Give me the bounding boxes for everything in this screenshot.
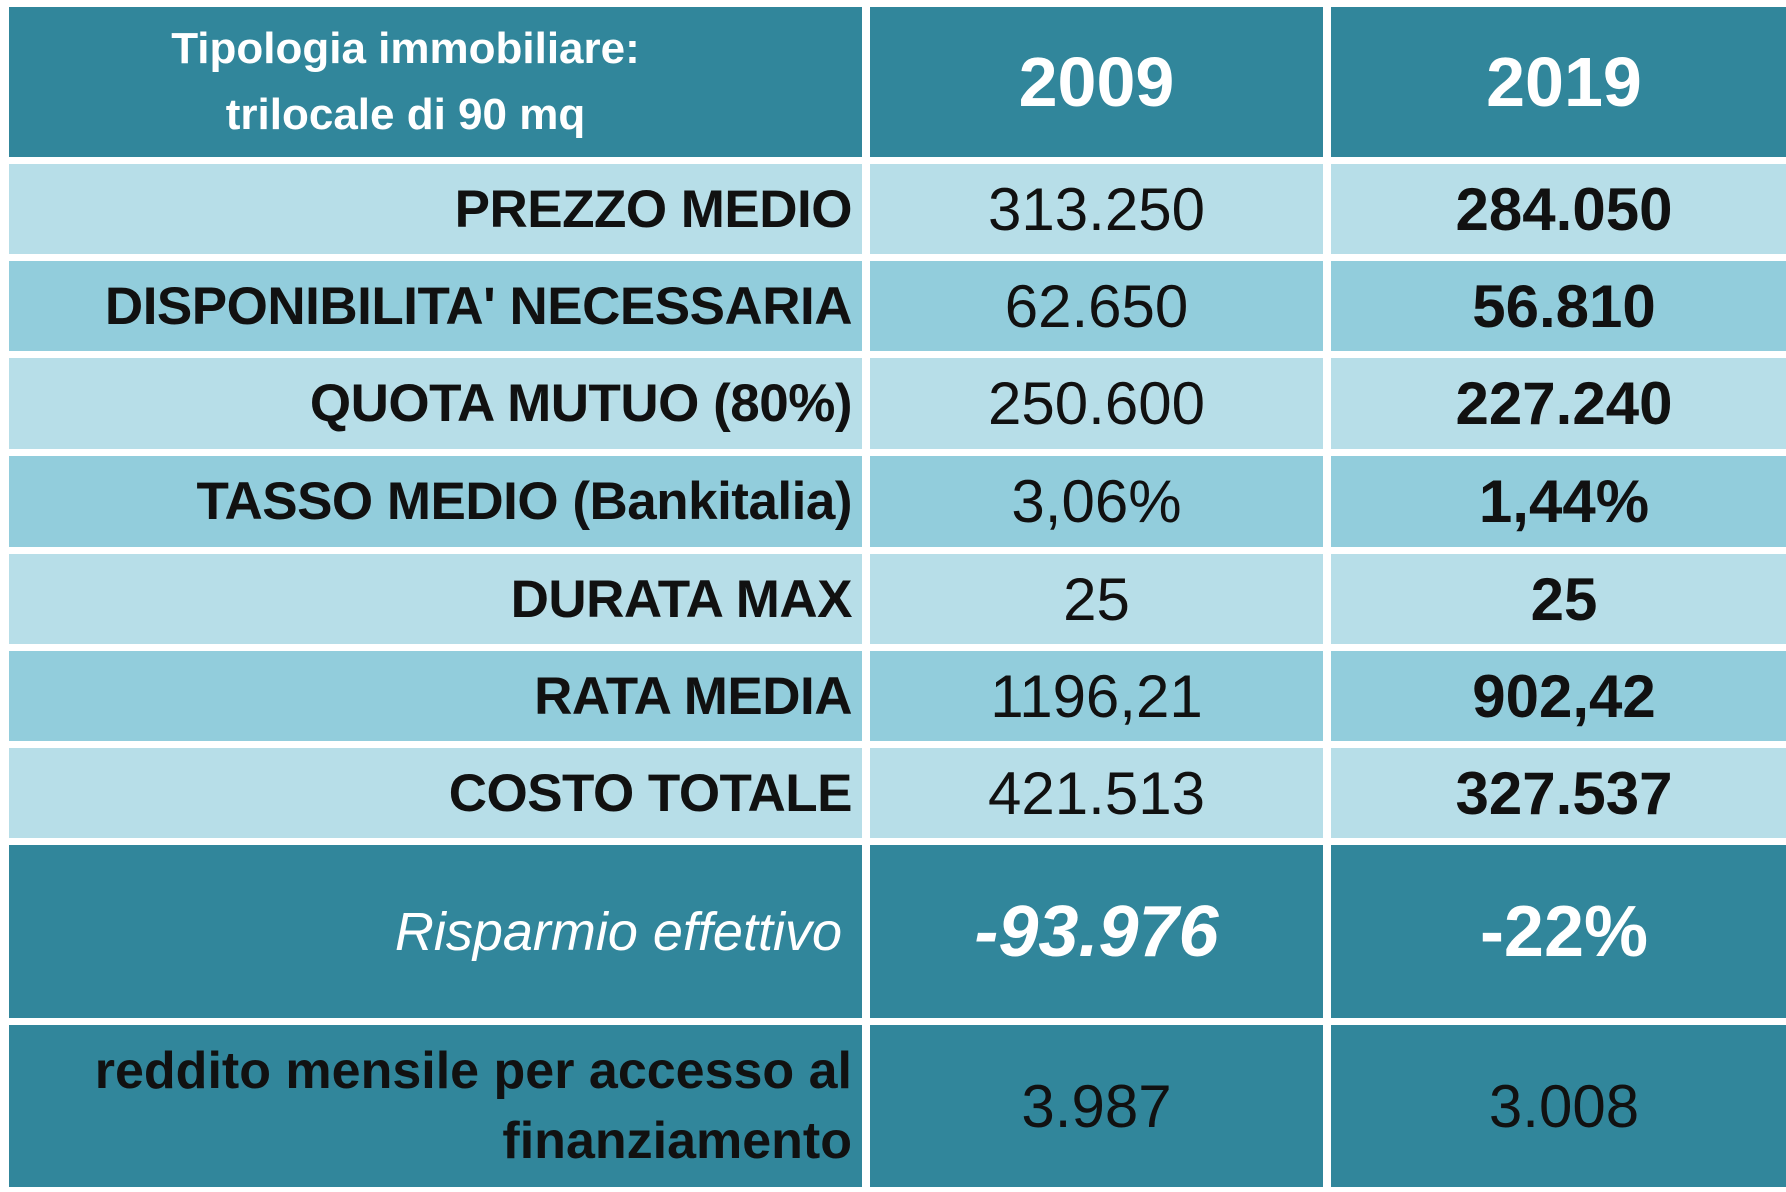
header-year-2009: 2009: [870, 7, 1323, 157]
income-value-2009: 3.987: [870, 1025, 1323, 1187]
savings-percent: -22%: [1331, 845, 1786, 1018]
row-value-2009-quota-mutuo: 250.600: [870, 358, 1323, 449]
row-label-costo-totale: COSTO TOTALE: [9, 748, 862, 838]
header-title-line1: Tipologia immobiliare:: [171, 24, 640, 73]
row-value-2009-prezzo-medio: 313.250: [870, 164, 1323, 254]
income-label: reddito mensile per accesso al finanziam…: [9, 1025, 862, 1187]
row-label-tasso-medio: TASSO MEDIO (Bankitalia): [9, 456, 862, 547]
row-value-2009-disponibilita: 62.650: [870, 261, 1323, 351]
row-value-2019-rata-media: 902,42: [1331, 651, 1786, 741]
row-label-durata-max: DURATA MAX: [9, 554, 862, 644]
row-value-2019-tasso-medio: 1,44%: [1331, 456, 1786, 547]
savings-amount: -93.976: [870, 845, 1323, 1018]
row-value-2019-durata-max: 25: [1331, 554, 1786, 644]
row-label-prezzo-medio: PREZZO MEDIO: [9, 164, 862, 254]
header-year-2019: 2019: [1331, 7, 1786, 157]
row-value-2019-quota-mutuo: 227.240: [1331, 358, 1786, 449]
savings-label: Risparmio effettivo: [9, 845, 862, 1018]
row-value-2009-costo-totale: 421.513: [870, 748, 1323, 838]
row-value-2009-durata-max: 25: [870, 554, 1323, 644]
row-label-rata-media: RATA MEDIA: [9, 651, 862, 741]
header-property-type: Tipologia immobiliare: trilocale di 90 m…: [9, 7, 862, 157]
row-value-2009-rata-media: 1196,21: [870, 651, 1323, 741]
row-label-disponibilita: DISPONIBILITA' NECESSARIA: [9, 261, 862, 351]
header-title-line2: trilocale di 90 mq: [225, 90, 586, 139]
row-value-2019-prezzo-medio: 284.050: [1331, 164, 1786, 254]
mortgage-comparison-table: Tipologia immobiliare: trilocale di 90 m…: [9, 7, 1786, 1187]
row-value-2019-disponibilita: 56.810: [1331, 261, 1786, 351]
row-value-2009-tasso-medio: 3,06%: [870, 456, 1323, 547]
income-value-2019: 3.008: [1331, 1025, 1786, 1187]
row-value-2019-costo-totale: 327.537: [1331, 748, 1786, 838]
row-label-quota-mutuo: QUOTA MUTUO (80%): [9, 358, 862, 449]
